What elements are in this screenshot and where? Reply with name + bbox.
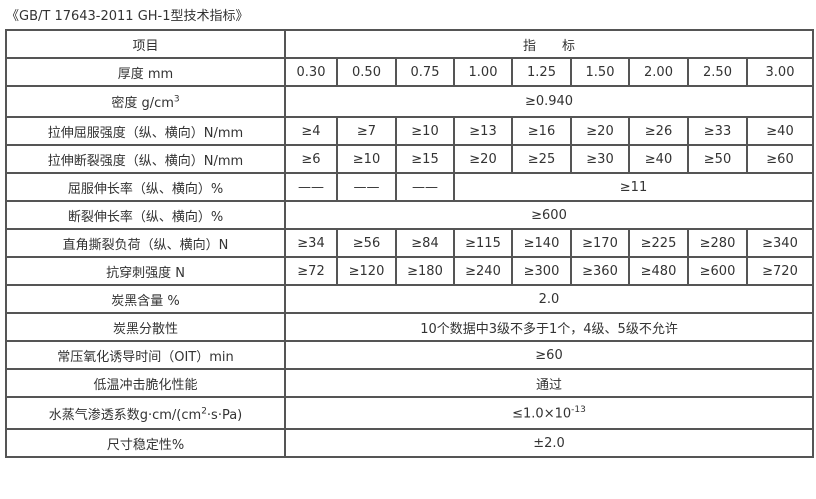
row-label: 常压氧化诱导时间（OIT）min xyxy=(5,340,286,370)
row-label: 炭黑分散性 xyxy=(5,312,286,342)
row-label: 屈服伸长率（纵、横向）% xyxy=(5,172,286,202)
row-value: 10个数据中3级不多于1个，4级、5级不允许 xyxy=(283,312,815,342)
value-cell: ≥180 xyxy=(395,256,455,286)
value-cell: ≥360 xyxy=(570,256,630,286)
value-cell: ≥7 xyxy=(336,116,397,146)
row-value: ≥60 xyxy=(283,340,815,370)
value-cell: ≥280 xyxy=(687,228,748,258)
value-cell: ≥33 xyxy=(687,116,748,146)
value-cell: ≥11 xyxy=(452,172,815,202)
row-value: ≥0.940 xyxy=(283,85,815,118)
value-cell: ≥60 xyxy=(745,144,815,174)
row-density: 密度 g/cm3 ≥0.940 xyxy=(5,85,815,118)
value-cell: 1.00 xyxy=(453,57,513,87)
header-row: 项目指 标 xyxy=(5,29,815,59)
value-cell: ≥170 xyxy=(570,228,630,258)
value-cell: ≥15 xyxy=(395,144,455,174)
row-label: 密度 g/cm3 xyxy=(5,85,286,118)
row-label: 炭黑含量 % xyxy=(5,284,286,314)
row-thickness: 厚度 mm 0.30 0.50 0.75 1.00 1.25 1.50 2.00 2.50 3.0… xyxy=(5,57,815,87)
row-value: ±2.0 xyxy=(283,428,815,458)
row-carbon: 炭黑含量 % 2.0 xyxy=(5,284,815,314)
value-cell: 0.50 xyxy=(336,57,397,87)
row-label: 断裂伸长率（纵、横向）% xyxy=(5,200,286,230)
row-low-temp: 低温冲击脆化性能 通过 xyxy=(5,368,815,398)
value-cell: 0.30 xyxy=(284,57,338,87)
value-cell: ≥10 xyxy=(395,116,455,146)
value-cell: 3.00 xyxy=(745,57,815,87)
row-dispersion: 炭黑分散性 10个数据中3级不多于1个，4级、5级不允许 xyxy=(5,312,815,342)
value-cell: ≥6 xyxy=(284,144,338,174)
value-cell: ≥25 xyxy=(511,144,572,174)
row-yield-elongation: 屈服伸长率（纵、横向）% —— —— —— ≥11 xyxy=(5,172,815,202)
row-value: ≤1.0×10-13 xyxy=(283,396,815,430)
value-cell: ≥600 xyxy=(687,256,748,286)
value-cell: 1.50 xyxy=(570,57,630,87)
value-cell: ≥16 xyxy=(511,116,572,146)
value-cell: —— xyxy=(336,172,397,202)
row-break-elongation: 断裂伸长率（纵、横向）% ≥600 xyxy=(5,200,815,230)
row-dimension: 尺寸稳定性% ±2.0 xyxy=(5,428,815,458)
value-cell: 2.50 xyxy=(687,57,748,87)
row-break-strength: 拉伸断裂强度（纵、横向）N/mm ≥6 ≥10 ≥15 ≥20 ≥25 ≥30 ≥40 ≥50 ≥… xyxy=(5,144,815,174)
value-cell: ≥140 xyxy=(511,228,572,258)
value-cell: 0.75 xyxy=(395,57,455,87)
value-cell: ≥30 xyxy=(570,144,630,174)
value-cell: ≥50 xyxy=(687,144,748,174)
row-label: 尺寸稳定性% xyxy=(5,428,286,458)
value-cell: ≥120 xyxy=(336,256,397,286)
value-cell: ≥72 xyxy=(284,256,338,286)
row-label: 直角撕裂负荷（纵、横向）N xyxy=(5,228,286,258)
value-cell: 1.25 xyxy=(511,57,572,87)
value-cell: ≥240 xyxy=(453,256,513,286)
row-value: 2.0 xyxy=(283,284,815,314)
value-cell: ≥4 xyxy=(284,116,338,146)
spec-table: 项目指 标 厚度 mm 0.30 0.50 0.75 1.00 1.25 1.50 2.00 2… xyxy=(5,29,815,458)
value-cell: —— xyxy=(395,172,455,202)
value-cell: —— xyxy=(284,172,338,202)
value-cell: ≥34 xyxy=(284,228,338,258)
row-yield-strength: 拉伸屈服强度（纵、横向）N/mm ≥4 ≥7 ≥10 ≥13 ≥16 ≥20 ≥26 ≥33 ≥4… xyxy=(5,116,815,146)
value-cell: ≥40 xyxy=(745,116,815,146)
header-index: 指 标 xyxy=(283,29,815,59)
value-cell: ≥13 xyxy=(453,116,513,146)
row-label: 拉伸屈服强度（纵、横向）N/mm xyxy=(5,116,286,146)
row-value: 通过 xyxy=(283,368,815,398)
document-title: 《GB/T 17643-2011 GH-1型技术指标》 xyxy=(6,9,249,24)
row-puncture: 抗穿刺强度 N ≥72 ≥120 ≥180 ≥240 ≥300 ≥360 ≥480 ≥600 ≥7… xyxy=(5,256,815,286)
row-label: 抗穿刺强度 N xyxy=(5,256,286,286)
value-cell: ≥20 xyxy=(570,116,630,146)
value-cell: ≥300 xyxy=(511,256,572,286)
value-cell: ≥480 xyxy=(628,256,689,286)
value-cell: ≥56 xyxy=(336,228,397,258)
value-cell: ≥720 xyxy=(745,256,815,286)
value-cell: ≥26 xyxy=(628,116,689,146)
row-label: 厚度 mm xyxy=(5,57,286,87)
row-value: ≥600 xyxy=(283,200,815,230)
row-oit: 常压氧化诱导时间（OIT）min ≥60 xyxy=(5,340,815,370)
row-vapor: 水蒸气渗透系数g·cm/(cm2·s·Pa) ≤1.0×10-13 xyxy=(5,396,815,430)
value-cell: ≥340 xyxy=(745,228,815,258)
value-cell: ≥115 xyxy=(453,228,513,258)
value-cell: ≥225 xyxy=(628,228,689,258)
row-label: 水蒸气渗透系数g·cm/(cm2·s·Pa) xyxy=(5,396,286,430)
row-label: 低温冲击脆化性能 xyxy=(5,368,286,398)
value-cell: ≥10 xyxy=(336,144,397,174)
value-cell: ≥84 xyxy=(395,228,455,258)
row-label: 拉伸断裂强度（纵、横向）N/mm xyxy=(5,144,286,174)
value-cell: 2.00 xyxy=(628,57,689,87)
value-cell: ≥40 xyxy=(628,144,689,174)
row-tear: 直角撕裂负荷（纵、横向）N ≥34 ≥56 ≥84 ≥115 ≥140 ≥170 ≥225 ≥2… xyxy=(5,228,815,258)
header-item: 项目 xyxy=(5,29,286,59)
value-cell: ≥20 xyxy=(453,144,513,174)
